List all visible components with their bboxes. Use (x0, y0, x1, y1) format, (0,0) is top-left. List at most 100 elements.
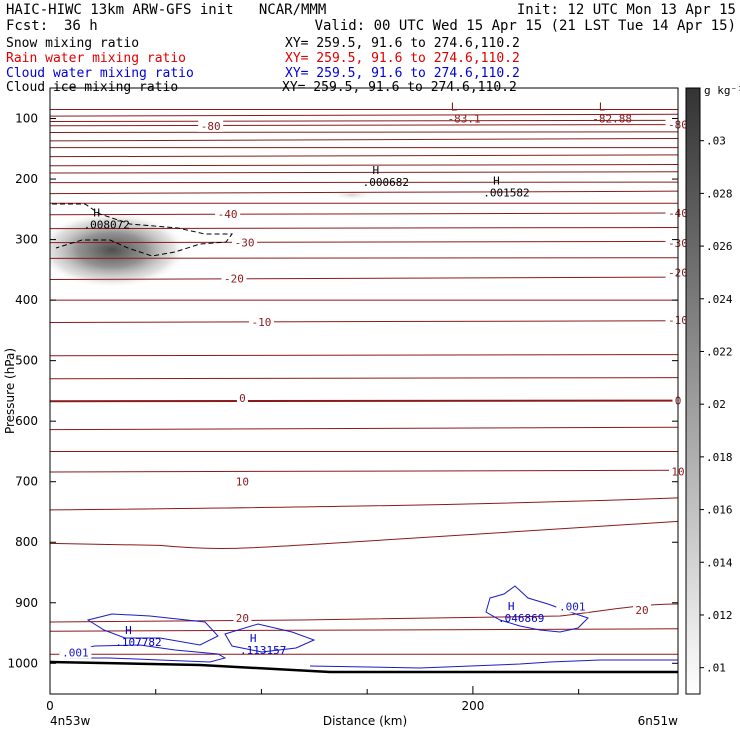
init-time: Init: 12 UTC Mon 13 Apr 15 (516, 2, 736, 18)
field-name-cloud-water: Cloud water mixing ratio (6, 66, 194, 81)
isotherm-line (50, 190, 678, 195)
isotherm-line (50, 276, 678, 281)
y-tick-label: 600 (15, 414, 38, 428)
field-name-rain: Rain water mixing ratio (6, 51, 187, 66)
isotherm-line (50, 257, 678, 259)
isotherm-line (50, 113, 678, 117)
extremum-h-marker: H (250, 632, 257, 645)
cloud-water-contour (309, 659, 678, 669)
x-tick-label: 200 (461, 699, 484, 713)
colorbar-tick-label: .014 (706, 556, 733, 569)
extremum-value: -82.88 (592, 112, 632, 125)
y-tick-label: 100 (15, 112, 38, 126)
y-tick-label: 1000 (7, 656, 38, 670)
isotherm-label-bg (198, 119, 224, 132)
isotherm-label: 20 (635, 604, 648, 617)
isotherm-line (50, 124, 678, 127)
isotherm-line (50, 138, 678, 142)
isotherm-label-bg (233, 475, 252, 488)
extremum-l-marker: L (599, 100, 606, 113)
isotherm-line (50, 426, 678, 431)
isotherm-label: -80 (201, 120, 221, 133)
cloud-water-contour (86, 613, 219, 646)
colorbar-tick-label: .024 (706, 293, 733, 306)
plot-frame (49, 87, 679, 695)
isotherm-line (50, 212, 678, 216)
model-title: HAIC-HIWC 13km ARW-GFS init NCAR/MMM (6, 2, 327, 18)
y-tick-label: 200 (15, 172, 38, 186)
extremum-l-marker: L (451, 100, 458, 113)
colorbar-unit: g kg⁻¹ (704, 84, 740, 97)
cloud-water-label: .001 (62, 646, 89, 659)
cloud-water-contour (58, 644, 227, 663)
isotherm-label-bg (232, 236, 258, 249)
x-tick-label: 0 (46, 699, 54, 713)
isotherm-line (50, 181, 678, 184)
field-xy-snow: XY= 259.5, 91.6 to 274.6,110.2 (285, 36, 520, 51)
isotherm-line (50, 354, 678, 357)
isotherm-label: -30 (235, 237, 255, 250)
isotherm-label-bg (236, 392, 248, 405)
x-start-location: 4n53w (50, 714, 91, 728)
isotherm-line (50, 469, 678, 473)
colorbar-tick-label: .02 (706, 398, 726, 411)
isotherm-label-bg (233, 611, 252, 624)
forecast-hour: 36 h (64, 18, 98, 34)
colorbar-tick-label: .01 (706, 662, 726, 675)
extremum-h-marker: H (93, 206, 100, 219)
isotherm-label-bg (248, 315, 274, 328)
y-tick-label: 500 (15, 354, 38, 368)
isotherm-line (50, 164, 678, 167)
y-tick-label: 400 (15, 293, 38, 307)
isotherm-label: -10 (252, 316, 272, 329)
snow-weak-shade (330, 190, 374, 200)
cloud-water-contour (485, 585, 589, 633)
isotherm-line (50, 131, 678, 133)
isotherm-line (50, 399, 678, 403)
terrain-surface-line (50, 660, 678, 674)
colorbar-tick-label: .012 (706, 609, 733, 622)
y-tick-label: 900 (15, 596, 38, 610)
y-tick-label: 700 (15, 475, 38, 489)
snow-contour-dashed (52, 203, 233, 257)
field-name-snow: Snow mixing ratio (6, 36, 140, 51)
extremum-value: .001582 (483, 186, 529, 199)
extremum-value: -83.1 (448, 112, 481, 125)
colorbar (685, 87, 701, 695)
snow-max-shade (50, 212, 188, 288)
cloud-water-label: .001 (559, 600, 586, 613)
isotherm-label: 20 (236, 612, 249, 625)
colorbar-tick-label: .016 (706, 504, 733, 517)
isotherm-label: 0 (239, 392, 246, 405)
isotherm-line (50, 226, 678, 230)
isotherm-line (50, 240, 678, 244)
y-tick-label: 300 (15, 233, 38, 247)
x-axis-label: Distance (km) (323, 714, 407, 728)
colorbar-tick-label: .028 (706, 187, 733, 200)
isotherm-label-bg (633, 604, 652, 617)
extremum-h-marker: H (373, 164, 380, 177)
extremum-h-marker: H (493, 174, 500, 187)
extremum-value: .000682 (363, 176, 409, 189)
isotherm-line (50, 497, 678, 511)
extremum-value: .046869 (498, 612, 544, 625)
isotherm-label: -40 (218, 208, 238, 221)
isotherm-line (50, 603, 678, 623)
cloud-water-label-bg (59, 646, 92, 659)
x-end-location: 6n51w (638, 714, 679, 728)
extremum-value: .107782 (115, 636, 161, 649)
isotherm-line (50, 154, 678, 158)
cloud-water-label-bg (556, 600, 589, 613)
isotherm-label-bg (221, 272, 247, 285)
isotherm-label-bg (215, 208, 241, 221)
isotherm-line (50, 520, 678, 549)
field-xy-rain: XY= 259.5, 91.6 to 274.6,110.2 (285, 51, 520, 66)
isotherm-label: -20 (224, 272, 244, 285)
valid-time: Valid: 00 UTC Wed 15 Apr 15 (21 LST Tue … (314, 18, 736, 34)
y-axis-label: Pressure (hPa) (3, 348, 17, 434)
isotherm-label: 10 (236, 476, 249, 489)
isotherm-line (50, 320, 678, 324)
isotherm-line (50, 119, 678, 123)
colorbar-tick-label: .018 (706, 451, 733, 464)
